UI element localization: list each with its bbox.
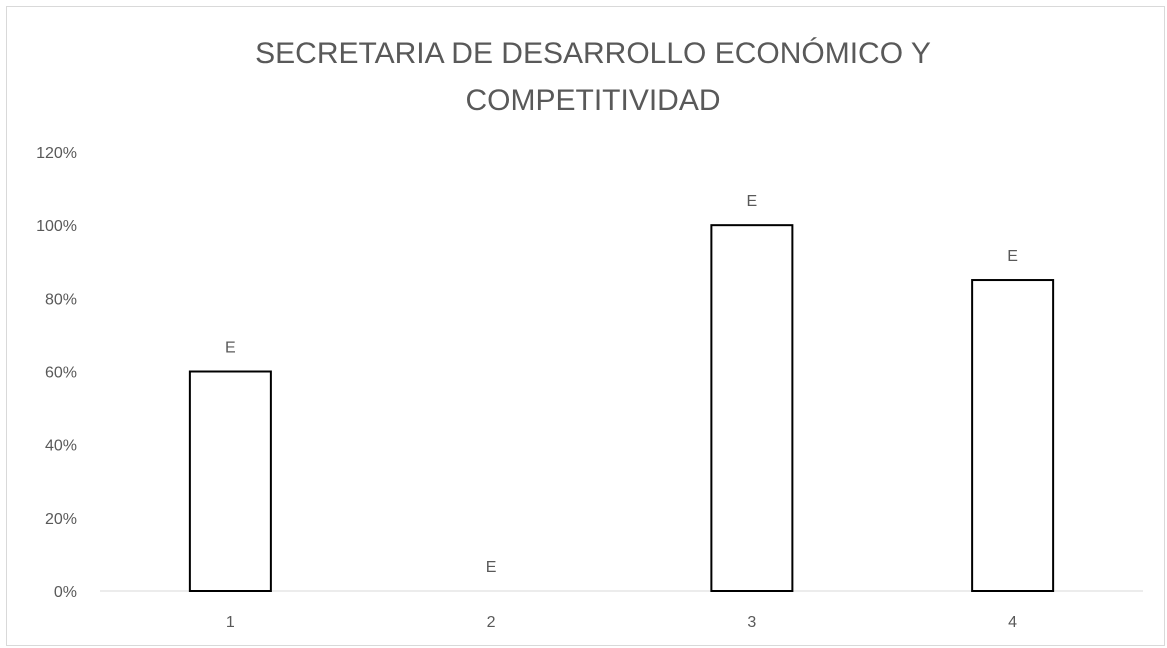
y-tick-label: 120% — [36, 145, 77, 162]
bar-3 — [710, 224, 794, 593]
data-label-1: E — [225, 340, 236, 357]
data-label-2: E — [486, 559, 497, 576]
y-tick-label: 80% — [45, 291, 77, 308]
bar-4 — [971, 279, 1055, 592]
bars — [188, 224, 1055, 593]
data-labels: E E E E — [225, 193, 1018, 576]
y-axis-ticks: 0% 20% 40% 60% 80% 100% 120% — [36, 145, 77, 601]
y-tick-label: 0% — [54, 584, 77, 601]
category-label-3: 3 — [747, 614, 756, 631]
bar-1 — [188, 370, 272, 592]
data-label-4: E — [1007, 248, 1018, 265]
chart-title: SECRETARIA DE DESARROLLO ECONÓMICO Y COM… — [0, 30, 1167, 124]
y-tick-label: 20% — [45, 511, 77, 528]
y-tick-label: 40% — [45, 438, 77, 455]
category-label-1: 1 — [226, 614, 235, 631]
category-label-2: 2 — [487, 614, 496, 631]
y-tick-label: 60% — [45, 365, 77, 382]
category-label-4: 4 — [1008, 614, 1017, 631]
chart-title-line-1: SECRETARIA DE DESARROLLO ECONÓMICO Y — [255, 37, 931, 70]
y-tick-label: 100% — [36, 218, 77, 235]
chart-title-line-2: COMPETITIVIDAD — [465, 84, 721, 117]
category-labels: 1 2 3 4 — [226, 614, 1017, 631]
data-label-3: E — [747, 193, 758, 210]
